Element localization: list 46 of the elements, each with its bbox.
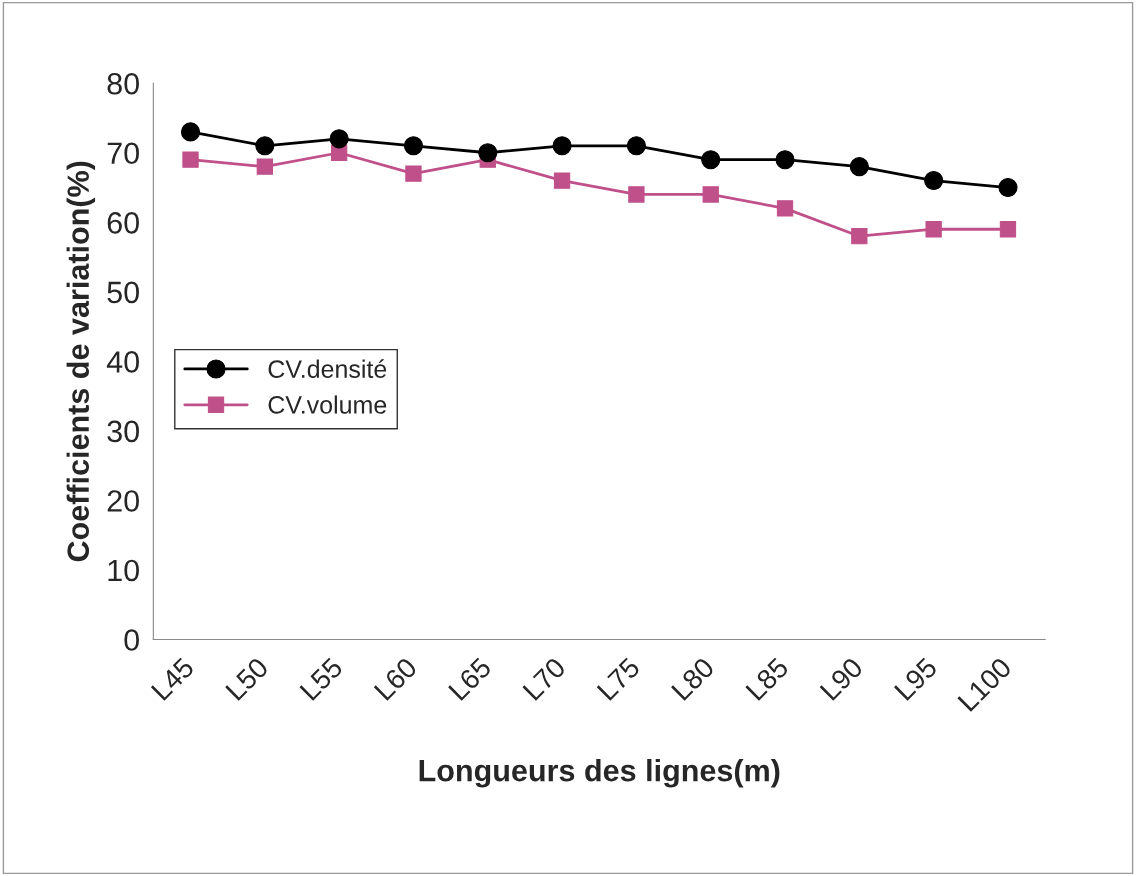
- x-tick-label: L60: [373, 656, 418, 701]
- legend-label: CV.volume: [268, 395, 387, 414]
- y-tick-label: 30: [107, 420, 139, 443]
- x-tick-label: L80: [670, 656, 716, 701]
- point: [255, 136, 275, 156]
- y-tick-label: 40: [106, 351, 139, 373]
- point: [702, 186, 719, 203]
- point: [405, 165, 422, 182]
- point: [553, 172, 571, 189]
- point: [628, 186, 645, 203]
- x-tick-label: L90: [819, 656, 864, 701]
- point: [626, 136, 646, 156]
- x-tick-label: L85: [745, 656, 790, 701]
- point: [776, 200, 794, 217]
- y-tick-label: 10: [108, 559, 139, 582]
- point: [329, 129, 349, 149]
- point: [403, 136, 423, 156]
- point: [925, 221, 942, 238]
- point: [552, 136, 572, 156]
- point: [849, 157, 869, 177]
- x-tick-label: L70: [522, 656, 567, 701]
- point: [478, 143, 498, 163]
- point: [999, 221, 1017, 238]
- point: [256, 158, 273, 175]
- y-axis-title: Coefficients de variation(%): [66, 161, 96, 562]
- y-tick-label: 0: [124, 629, 139, 651]
- point: [924, 171, 944, 191]
- y-tick-label: 70: [107, 142, 139, 165]
- y-tick-label: 80: [107, 72, 139, 95]
- point: [851, 228, 868, 245]
- x-tick-label: L95: [893, 656, 939, 701]
- point: [775, 150, 795, 170]
- point: [701, 150, 721, 170]
- legend-label: CV.densité: [268, 359, 387, 378]
- x-axis-title: Longueurs des lignes(m): [419, 758, 780, 788]
- x-tick-label: L45: [150, 656, 195, 701]
- x-tick-label: L75: [596, 656, 641, 701]
- x-tick-label: L65: [447, 656, 493, 701]
- y-tick-label: 20: [107, 490, 139, 512]
- point: [182, 151, 199, 168]
- x-tick-label: L55: [299, 656, 344, 701]
- point: [180, 122, 201, 142]
- point: [998, 177, 1018, 198]
- x-tick-label: L50: [225, 656, 270, 701]
- y-tick-label: 50: [107, 281, 139, 304]
- y-tick-label: 60: [107, 212, 139, 234]
